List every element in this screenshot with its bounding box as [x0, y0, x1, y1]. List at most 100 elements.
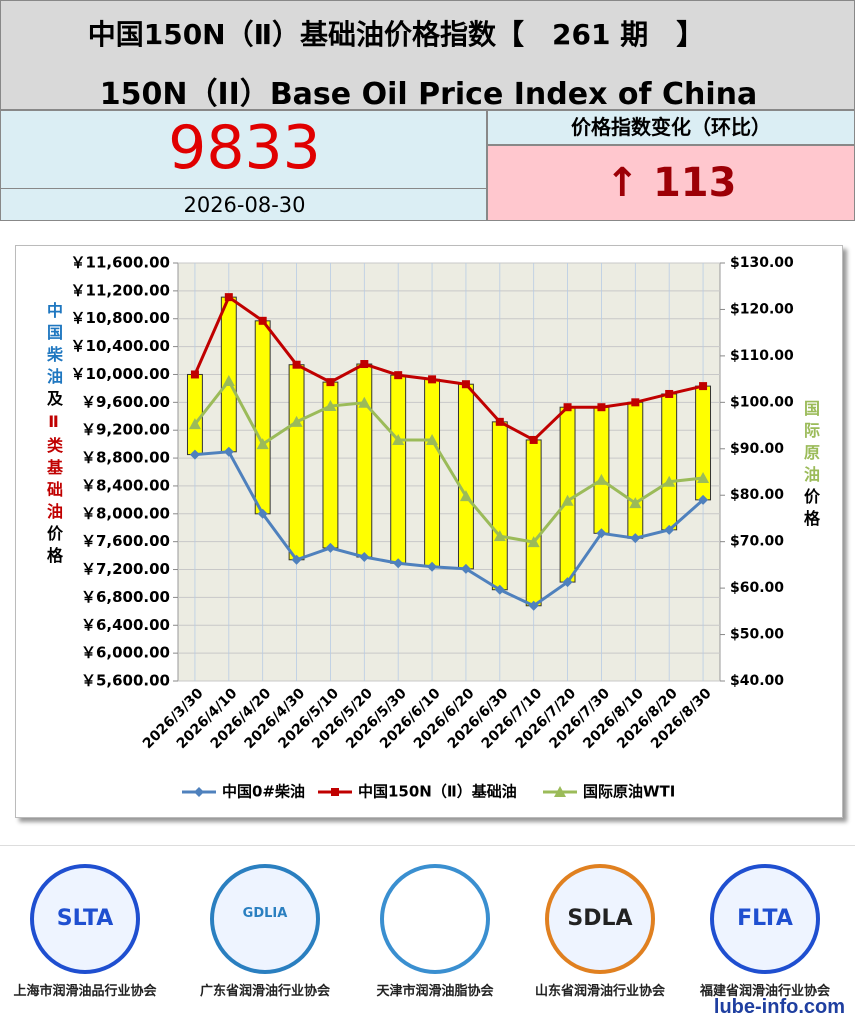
marker [495, 417, 504, 426]
marker [493, 530, 506, 542]
header: 中国150N（Ⅱ）基础油价格指数【 261 期 】 150N（II）Base O… [0, 0, 855, 112]
axis-label-part: 中国柴油 [44, 302, 63, 390]
logo: SDLA 山东省润滑油行业协会 [515, 846, 685, 1016]
up-down-bar [390, 374, 407, 564]
marker [426, 433, 439, 445]
logo-abbr: SLTA [56, 906, 114, 931]
legend-entry: 国际原油WTI [543, 783, 675, 801]
marker [291, 554, 302, 565]
logo: 天津市润滑油脂协会 [350, 846, 520, 1016]
logo-badge [30, 864, 140, 974]
y2-tick-label: $90.00 [730, 441, 784, 457]
y2-tick-label: $130.00 [730, 255, 794, 271]
marker [222, 374, 235, 386]
change-value: ↑ 113 [487, 145, 855, 221]
marker [699, 382, 708, 391]
marker [223, 446, 234, 457]
marker [393, 558, 404, 569]
title-en: 150N（II）Base Oil Price Index of China [99, 77, 758, 112]
marker [528, 600, 539, 611]
y-tick-label: ￥10,000.00 [71, 365, 170, 383]
y-tick-label: ￥6,400.00 [81, 616, 170, 634]
logo-name: 广东省润滑油行业协会 [199, 984, 330, 999]
y-tick-label: ￥6,800.00 [81, 588, 170, 606]
marker [561, 494, 574, 506]
marker [494, 584, 505, 595]
up-down-bar [356, 363, 373, 558]
marker [392, 433, 405, 445]
logo-name: 福建省润滑油行业协会 [699, 984, 830, 999]
marker [461, 380, 470, 389]
y2-tick-label: $120.00 [730, 301, 794, 317]
logo-name: 山东省润滑油行业协会 [534, 984, 665, 999]
y2-tick-label: $40.00 [730, 673, 784, 689]
marker [326, 378, 335, 387]
title-cn: 中国150N（Ⅱ）基础油价格指数【 261 期 】 [87, 18, 705, 51]
y2-tick-label: $110.00 [730, 348, 794, 364]
y-tick-label: ￥8,400.00 [81, 476, 170, 494]
up-down-bar [491, 421, 508, 591]
marker [596, 528, 607, 539]
logo-badge [545, 864, 655, 974]
logo-abbr: SDLA [567, 906, 633, 931]
marker [427, 561, 438, 572]
y-tick-label: ￥9,600.00 [81, 393, 170, 411]
up-down-bar [627, 401, 644, 539]
marker [460, 563, 471, 574]
marker [331, 788, 339, 796]
marker [563, 403, 572, 412]
up-down-bar [559, 406, 576, 583]
index-value: 9833 [168, 113, 321, 183]
series-line [194, 450, 705, 608]
up-down-bar [220, 296, 237, 453]
marker [190, 370, 199, 379]
y-tick-label: ￥6,000.00 [81, 644, 170, 662]
marker [292, 360, 301, 369]
marker [194, 787, 204, 797]
divider [1, 188, 488, 189]
logo-badge [380, 864, 490, 974]
up-down-bar [593, 406, 610, 534]
y-tick-label: ￥10,800.00 [71, 309, 170, 327]
up-down-bar [186, 373, 203, 456]
up-down-bar [457, 383, 474, 570]
logo-abbr: FLTA [737, 906, 793, 931]
axis-label-part: 及 [44, 390, 63, 412]
y2-tick-label: $70.00 [730, 534, 784, 550]
up-down-bar [424, 378, 441, 568]
y-tick-label: ￥9,200.00 [81, 421, 170, 439]
marker [697, 472, 710, 484]
y-tick-label: ￥5,600.00 [81, 672, 170, 690]
axis-label-part: Ⅱ类基础油 [44, 412, 63, 525]
axis-label-part: 价格 [44, 525, 63, 569]
footer: lube-info.com SLTA 上海市润滑油品行业协会 GDLIA 广东省润滑油… [0, 845, 855, 1021]
marker [629, 497, 642, 509]
y-tick-label: ￥7,200.00 [81, 560, 170, 578]
marker [597, 403, 606, 412]
series-line [193, 294, 704, 442]
logo: FLTA 福建省润滑油行业协会 [680, 846, 850, 1016]
y2-tick-label: $60.00 [730, 580, 784, 596]
y-tick-label: ￥8,000.00 [81, 504, 170, 522]
up-down-bar [288, 364, 305, 561]
legend-label: 中国150N（Ⅱ）基础油 [358, 783, 517, 801]
marker [188, 418, 201, 430]
logo: SLTA 上海市润滑油品行业协会 [0, 846, 170, 1016]
marker [630, 533, 641, 544]
marker [189, 449, 200, 460]
legend-entry: 中国150N（Ⅱ）基础油 [318, 783, 517, 801]
marker [663, 475, 676, 487]
marker [325, 542, 336, 553]
marker [562, 577, 573, 588]
marker [459, 490, 472, 502]
logo-badge [710, 864, 820, 974]
legend-label: 中国0#柴油 [222, 783, 305, 801]
up-down-bar [525, 439, 542, 607]
y-tick-label: ￥8,800.00 [81, 449, 170, 467]
marker [595, 473, 608, 485]
marker [631, 398, 640, 407]
axis-label-part: 国际原油 [801, 400, 820, 488]
marker [360, 360, 369, 369]
